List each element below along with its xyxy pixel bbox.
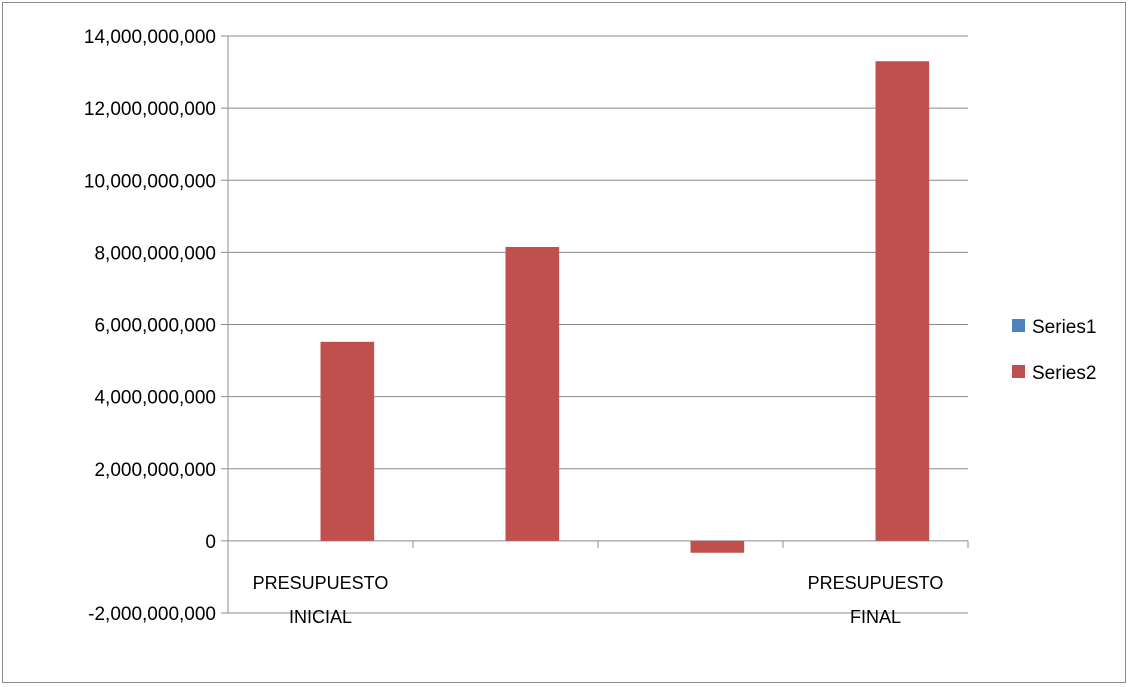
bar-series2-0 <box>320 341 375 541</box>
y-tick-label: 0 <box>205 532 216 553</box>
y-tick-label: 4,000,000,000 <box>94 388 216 409</box>
x-category-label: INICIAL <box>289 607 352 627</box>
legend-swatch-series2 <box>1012 365 1025 378</box>
y-tick-label: 8,000,000,000 <box>94 243 216 264</box>
x-category-label: PRESUPUESTO <box>253 573 389 593</box>
x-category-label: FINAL <box>850 607 901 627</box>
y-tick-label: -2,000,000,000 <box>88 604 216 625</box>
legend-swatch-series1 <box>1012 319 1025 332</box>
bar-series2-2 <box>690 540 745 553</box>
y-tick-label: 6,000,000,000 <box>94 316 216 337</box>
legend-label-series1: Series1 <box>1032 317 1096 338</box>
y-tick-label: 2,000,000,000 <box>94 460 216 481</box>
bar-series2-1 <box>505 246 560 541</box>
bar-series2-3 <box>875 61 930 541</box>
y-tick-label: 14,000,000,000 <box>84 27 216 48</box>
x-category-label: PRESUPUESTO <box>808 573 944 593</box>
y-tick-label: 10,000,000,000 <box>84 171 216 192</box>
legend-label-series2: Series2 <box>1032 363 1096 384</box>
y-tick-label: 12,000,000,000 <box>84 99 216 120</box>
